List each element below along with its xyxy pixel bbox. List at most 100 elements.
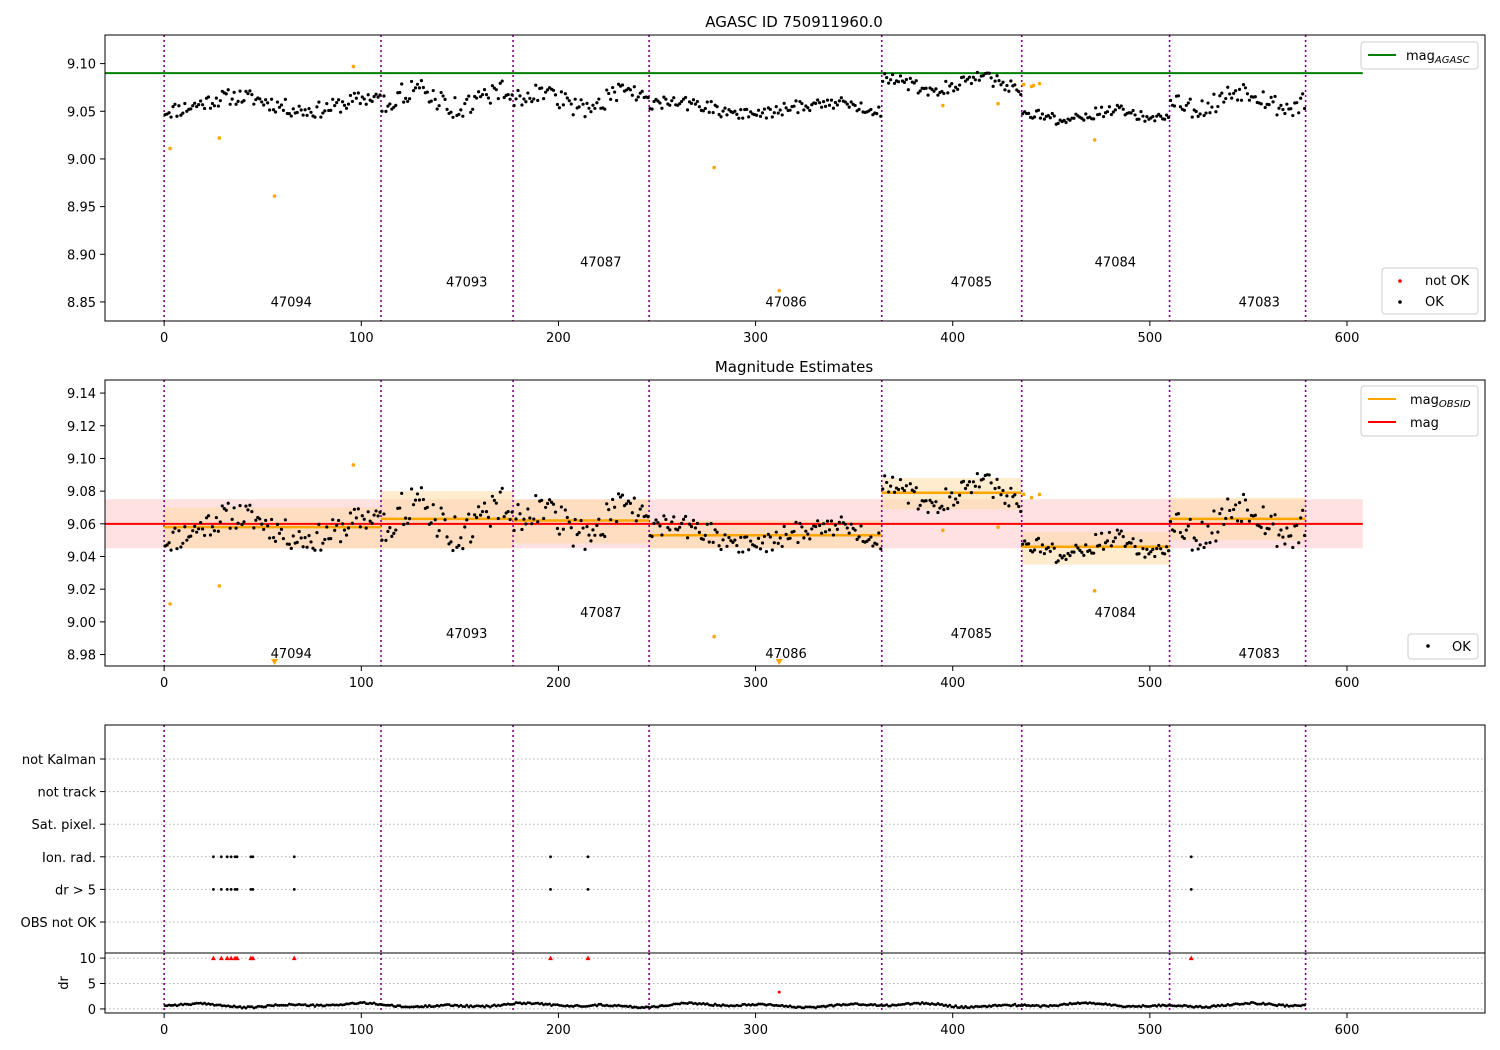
- data-point-ok: [199, 99, 203, 103]
- data-point-ok: [374, 92, 378, 96]
- data-point-ok: [244, 89, 248, 93]
- data-point-ok: [693, 102, 698, 106]
- data-point-ok: [544, 505, 548, 510]
- data-point-ok: [1281, 535, 1285, 539]
- data-point-ok: [266, 524, 270, 528]
- data-point-ok: [595, 101, 599, 105]
- dr-point: [299, 1003, 303, 1007]
- data-point-ok: [611, 497, 615, 502]
- data-point-ok: [329, 536, 333, 541]
- data-point-ok: [208, 106, 213, 110]
- dr-point: [1248, 1002, 1251, 1006]
- data-point-ok: [494, 501, 498, 505]
- data-point-ok: [1271, 100, 1275, 104]
- data-point-ok: [297, 104, 301, 108]
- flag-event-dr-gt-5: [225, 888, 229, 891]
- data-point-ok: [573, 97, 577, 101]
- data-point-ok: [1220, 91, 1224, 95]
- data-point-ok: [1281, 107, 1285, 112]
- data-point-ok: [360, 95, 364, 99]
- data-point-ok: [656, 99, 660, 103]
- data-point-ok: [940, 89, 944, 94]
- dr-point: [548, 1002, 551, 1006]
- dr-point: [918, 1002, 922, 1006]
- data-point-ok: [1076, 546, 1080, 550]
- data-point-ok: [236, 521, 240, 525]
- data-point-ok: [788, 536, 792, 540]
- flag-event-ion-rad: [251, 855, 255, 859]
- data-point-ok: [782, 524, 786, 529]
- dr-point: [445, 1003, 449, 1006]
- data-point-ok: [869, 535, 873, 539]
- data-point-ok: [269, 97, 274, 101]
- data-point-ok: [459, 536, 463, 540]
- data-point-ok: [705, 100, 709, 104]
- data-point-ok: [703, 533, 707, 537]
- data-point-ok: [208, 533, 213, 537]
- dr-point: [483, 1005, 486, 1009]
- data-point-ok: [646, 515, 650, 519]
- dr-point: [796, 1005, 800, 1009]
- data-point-ok: [441, 94, 445, 98]
- data-point-ok: [364, 102, 368, 106]
- data-point-ok: [587, 106, 591, 110]
- data-point-ok: [881, 79, 885, 84]
- data-point-ok: [579, 518, 583, 523]
- data-point-ok: [1042, 117, 1046, 121]
- data-point-ok: [532, 517, 536, 521]
- data-point-ok: [1119, 529, 1123, 533]
- data-point-ok: [1139, 539, 1143, 543]
- data-point-ok: [530, 100, 534, 104]
- data-point-ok: [1299, 96, 1303, 100]
- data-point-ok: [465, 518, 469, 522]
- data-point-ok: [268, 108, 272, 112]
- data-point-outlier: [712, 634, 716, 639]
- data-point-ok: [382, 512, 386, 516]
- data-point-ok: [417, 86, 422, 90]
- data-point-ok: [484, 510, 489, 514]
- data-point-ok: [1103, 541, 1108, 545]
- data-point-ok: [443, 97, 447, 101]
- dr-point: [1303, 1003, 1307, 1007]
- data-point-ok: [453, 96, 457, 100]
- data-point-ok: [528, 96, 532, 100]
- data-point-ok: [733, 538, 737, 542]
- y-tick-label: 9.06: [67, 518, 96, 533]
- data-point-ok: [589, 110, 593, 114]
- data-point-ok: [1182, 108, 1186, 112]
- data-point-ok: [1092, 117, 1096, 121]
- data-point-ok: [965, 77, 970, 81]
- data-point-ok: [185, 109, 189, 113]
- data-point-ok: [997, 486, 1001, 490]
- data-point-ok: [926, 93, 930, 97]
- data-point-ok: [997, 79, 1001, 83]
- data-point-ok: [630, 511, 634, 515]
- data-point-ok: [291, 107, 295, 111]
- data-point-ok: [958, 83, 962, 87]
- data-point-ok: [816, 519, 820, 523]
- data-point-ok: [370, 521, 374, 525]
- data-point-ok: [266, 101, 270, 105]
- data-point-ok: [376, 514, 380, 518]
- data-point-ok: [847, 105, 851, 109]
- data-point-ok: [563, 92, 567, 96]
- data-point-ok: [837, 99, 841, 103]
- data-point-ok: [246, 91, 250, 96]
- dr-point: [1171, 1004, 1174, 1008]
- dr-point: [757, 1002, 760, 1006]
- data-point-ok: [678, 525, 682, 529]
- data-point-ok: [914, 486, 918, 490]
- data-point-ok: [411, 88, 416, 93]
- data-point-ok: [1241, 492, 1246, 497]
- data-point-ok: [792, 104, 796, 108]
- data-point-ok: [250, 510, 254, 514]
- data-point-ok: [713, 528, 717, 532]
- data-point-outlier: [1037, 81, 1042, 86]
- data-point-ok: [697, 530, 701, 534]
- data-point-ok: [697, 105, 701, 109]
- data-point-ok: [1165, 545, 1169, 549]
- data-point-ok: [447, 542, 451, 546]
- data-point-ok: [1241, 83, 1246, 87]
- data-point-ok: [545, 501, 550, 506]
- data-point-ok: [1176, 94, 1181, 98]
